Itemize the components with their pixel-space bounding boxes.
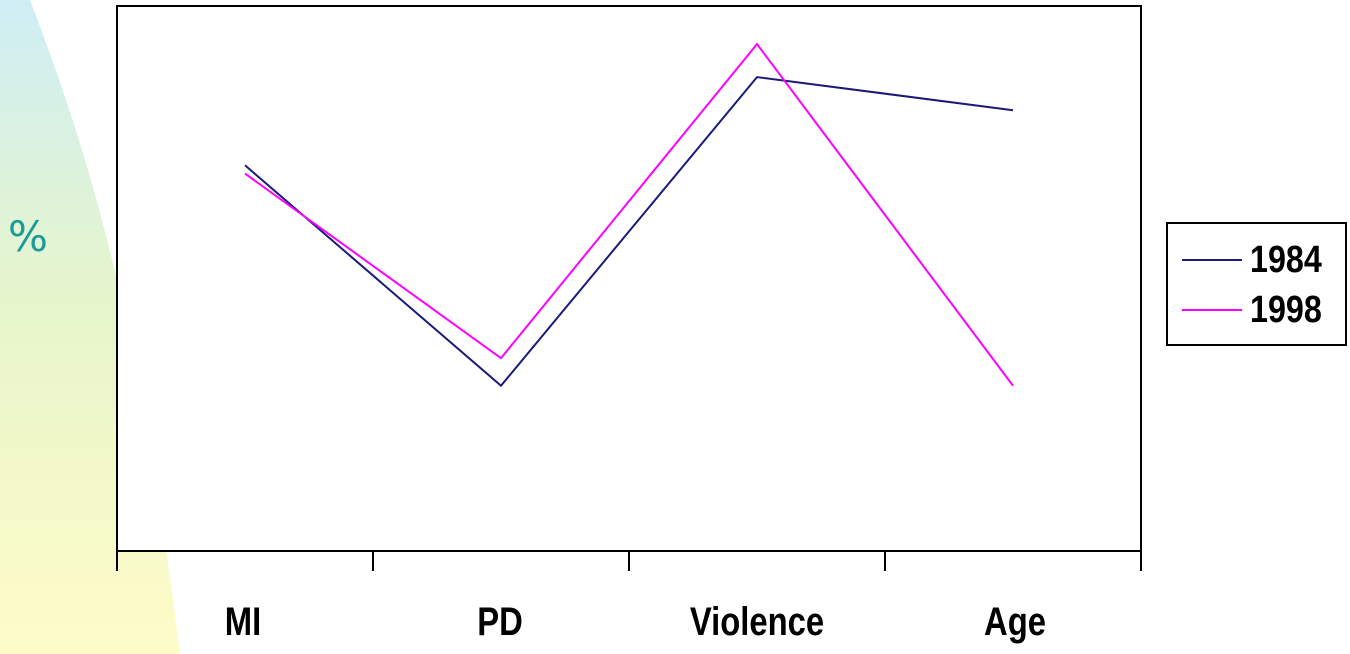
x-tick-label-violence: Violence	[689, 600, 825, 644]
legend-swatch-1984	[1182, 259, 1242, 261]
legend-item-1998: 1998	[1182, 288, 1335, 331]
x-tick-label-age: Age	[984, 600, 1046, 644]
series-layer	[244, 42, 1014, 388]
series-line-1984	[244, 76, 1014, 388]
series-line-1998	[244, 42, 1014, 387]
x-tick-label-mi: MI	[224, 600, 262, 644]
legend-label-1984: 1984	[1250, 238, 1322, 281]
legend: 1984 1998	[1166, 222, 1347, 346]
legend-swatch-1998	[1182, 309, 1242, 311]
x-tick-label-pd: PD	[477, 600, 523, 644]
y-axis-label: %	[8, 212, 48, 261]
x-axis-ticks	[116, 551, 1142, 571]
legend-item-1984: 1984	[1182, 238, 1335, 281]
plot-area	[116, 5, 1142, 552]
legend-label-1998: 1998	[1250, 288, 1322, 331]
